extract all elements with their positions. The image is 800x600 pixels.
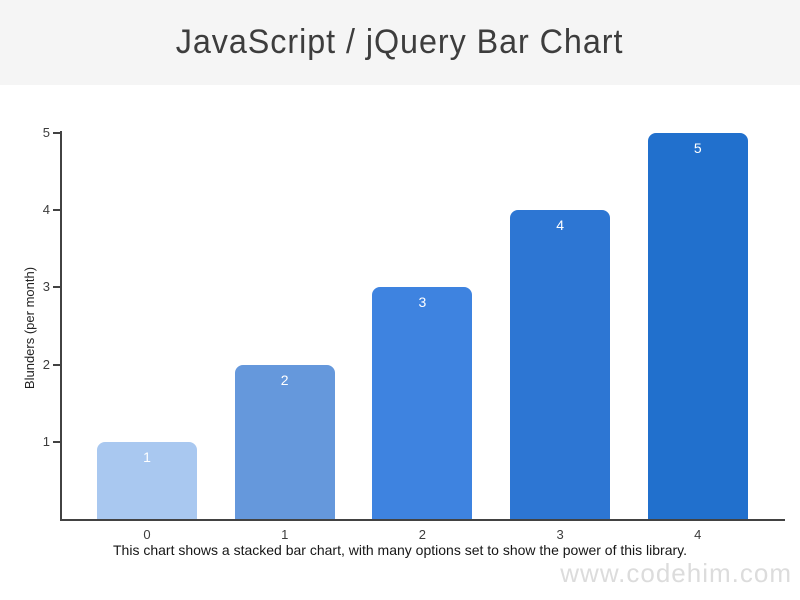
bar[interactable]: 2 — [234, 364, 335, 519]
y-axis-tick-mark — [53, 286, 60, 289]
page-title: JavaScript / jQuery Bar Chart — [176, 23, 624, 61]
y-axis-tick-label: 4 — [42, 202, 50, 218]
bar-value-label: 1 — [143, 448, 151, 465]
bar[interactable]: 5 — [647, 133, 748, 519]
watermark: www.codehim.com — [560, 558, 792, 588]
y-axis-tick-mark — [53, 440, 60, 443]
bar-value-label: 3 — [418, 294, 427, 311]
bar[interactable]: 4 — [510, 210, 611, 519]
x-axis-tick-label: 3 — [556, 527, 564, 542]
y-axis-tick-mark — [53, 363, 60, 366]
bar-value-label: 2 — [280, 371, 289, 388]
bar[interactable]: 3 — [372, 287, 473, 519]
y-axis-tick-label: 2 — [42, 356, 50, 372]
bar-value-label: 5 — [693, 140, 702, 156]
x-axis-line — [60, 519, 785, 521]
x-axis-tick-label: 0 — [143, 527, 151, 542]
y-axis-tick-mark — [53, 132, 60, 134]
y-axis-tick-mark — [53, 209, 60, 212]
y-axis-tick-label: 3 — [42, 279, 50, 295]
header: JavaScript / jQuery Bar Chart — [0, 0, 800, 85]
y-axis-tick-label: 1 — [42, 433, 50, 449]
x-axis-tick-label: 2 — [418, 527, 426, 542]
bar[interactable]: 1 — [97, 441, 197, 519]
chart-caption: This chart shows a stacked bar chart, wi… — [113, 542, 687, 558]
y-axis-line — [60, 131, 62, 521]
x-axis-tick-label: 1 — [281, 527, 289, 542]
bar-value-label: 4 — [556, 217, 564, 234]
x-axis-tick-label: 4 — [694, 527, 702, 542]
y-axis-tick-label: 5 — [42, 125, 50, 140]
